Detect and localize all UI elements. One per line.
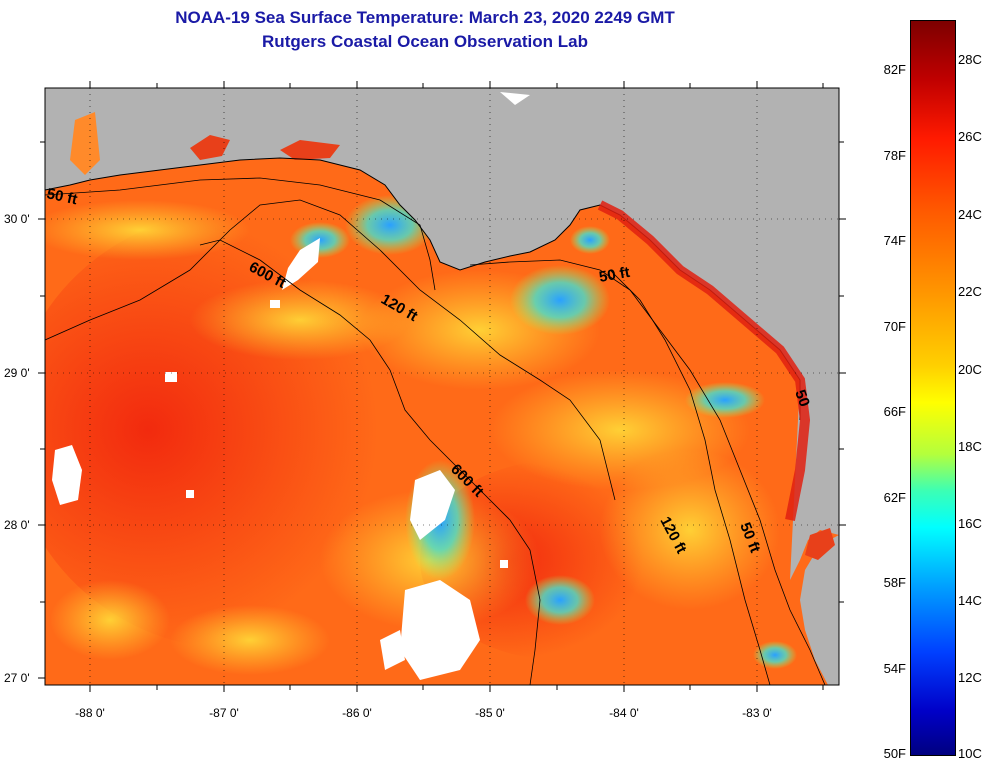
ticks — [38, 81, 846, 692]
contour-50ft-west — [45, 177, 436, 291]
bay — [190, 135, 230, 160]
map-subtitle: Rutgers Coastal Ocean Observation Lab — [262, 32, 588, 51]
colorbar-f-label: 82F — [883, 62, 906, 77]
colorbar-f-label: 78F — [883, 148, 906, 163]
colorbar-f-label: 62F — [883, 490, 906, 505]
colorbar-f-label: 66F — [883, 404, 906, 419]
map-frame — [44, 87, 840, 686]
colorbar-f-label: 70F — [883, 319, 906, 334]
lat-label: 27 0' — [4, 671, 30, 685]
lon-label: -87 0' — [209, 706, 239, 720]
land-mass — [45, 88, 839, 580]
cold-water-patch — [525, 575, 595, 625]
colorbar-c-label: 20C — [958, 362, 982, 377]
cloud-mask — [52, 238, 508, 680]
lon-label: -84 0' — [609, 706, 639, 720]
cool-streak — [170, 605, 330, 675]
nearshore-warm-band — [597, 200, 811, 521]
lat-label: 29 0' — [4, 366, 30, 380]
contour-label: 50 ft — [598, 264, 631, 286]
contour-120ft — [45, 199, 616, 501]
cool-streak — [190, 280, 410, 360]
colorbar-c-label: 16C — [958, 516, 982, 531]
contour-label: 50 ft — [45, 185, 79, 208]
lon-label: -85 0' — [475, 706, 505, 720]
cool-streak — [50, 580, 170, 660]
cold-water-patch — [753, 641, 797, 669]
colorbar-c-label: 12C — [958, 670, 982, 685]
cloud-mask — [500, 92, 530, 105]
contour-50ft-east — [469, 259, 826, 685]
graticule — [45, 88, 839, 685]
land-mass — [800, 535, 839, 685]
map-image — [45, 88, 839, 685]
colorbar-f-label: 58F — [883, 575, 906, 590]
colorbar-c-label: 26C — [958, 129, 982, 144]
colorbar-c-label: 28C — [958, 52, 982, 67]
cool-streak — [45, 200, 250, 260]
colorbar-f-label: 74F — [883, 233, 906, 248]
contour-120ft-east — [609, 269, 771, 685]
lat-label: 28 0' — [4, 518, 30, 532]
lon-label: -88 0' — [75, 706, 105, 720]
cool-streak — [600, 450, 780, 610]
lon-label: -83 0' — [742, 706, 772, 720]
colorbar-c-label: 10C — [958, 746, 982, 761]
bay — [70, 112, 100, 175]
cold-water-patch — [685, 382, 765, 418]
colorbar-c-label: 22C — [958, 284, 982, 299]
sst-map: 30 0' 29 0' 28 0' 27 0' -88 0' -87 0' -8… — [4, 81, 846, 720]
colorbar-c-label: 14C — [958, 593, 982, 608]
temperature-colorbar — [910, 20, 956, 756]
contour-600ft — [199, 239, 541, 685]
lon-label: -86 0' — [342, 706, 372, 720]
bay — [805, 528, 835, 560]
colorbar-f-label: 54F — [883, 661, 906, 676]
lat-label: 30 0' — [4, 212, 30, 226]
bay — [280, 140, 340, 160]
cold-water-patch — [510, 265, 610, 335]
colorbar-f-label: 50F — [883, 746, 906, 761]
cold-water-patch — [570, 226, 610, 254]
map-title: NOAA-19 Sea Surface Temperature: March 2… — [175, 8, 675, 27]
colorbar-c-label: 24C — [958, 207, 982, 222]
colorbar-c-label: 18C — [958, 439, 982, 454]
contour-label: 50 — [791, 388, 813, 409]
